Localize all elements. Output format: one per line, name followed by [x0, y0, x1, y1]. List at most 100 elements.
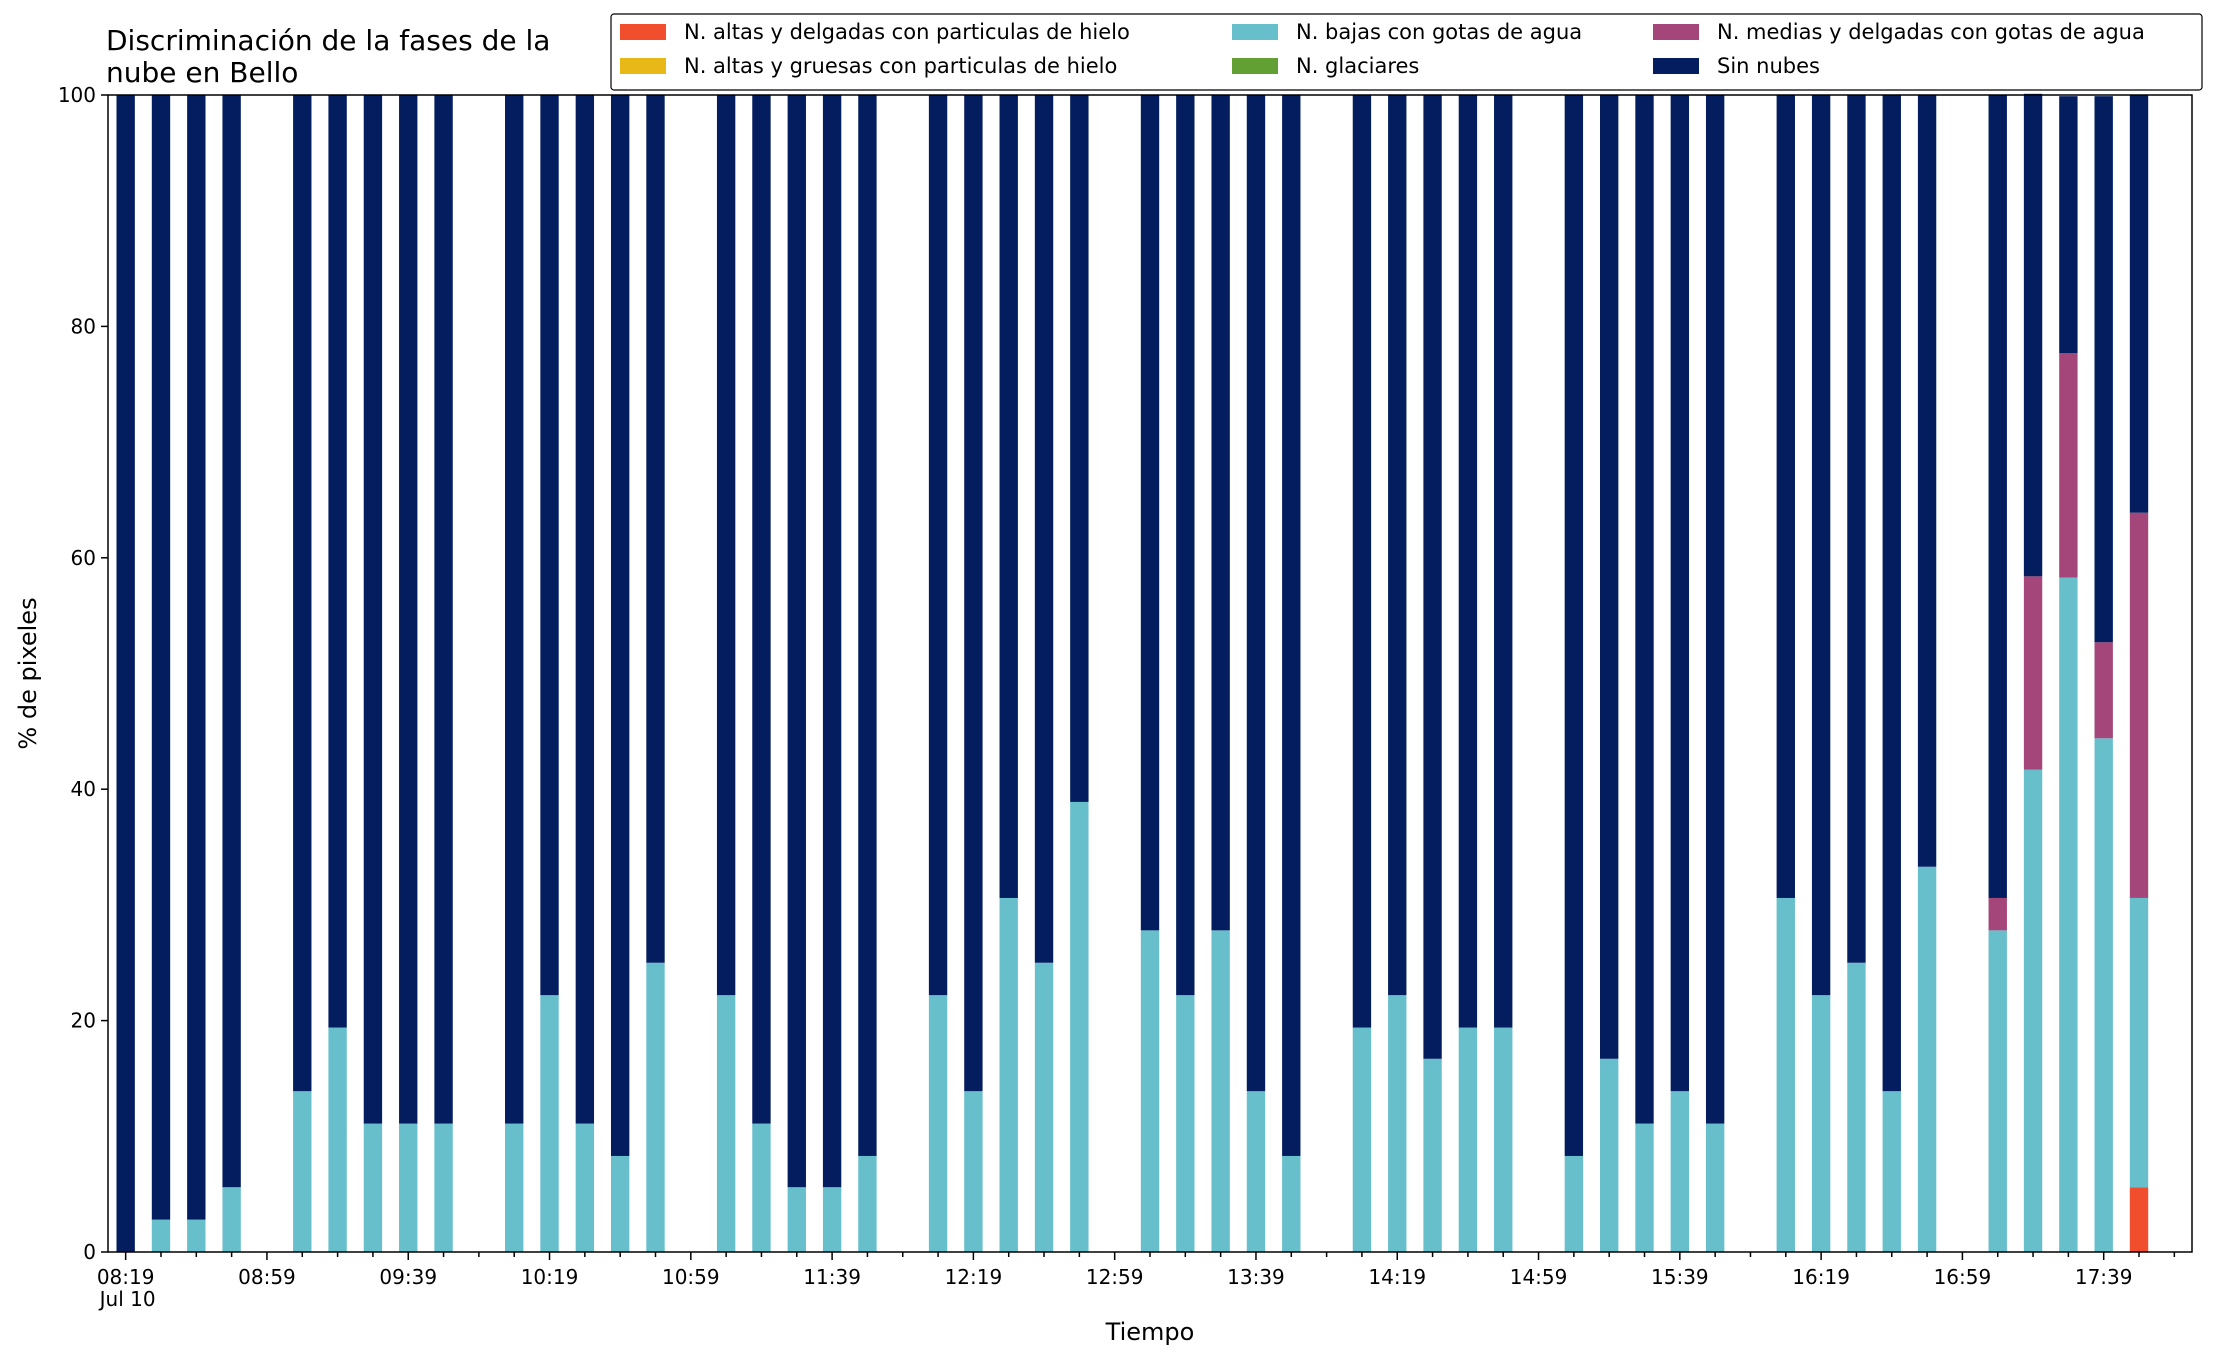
bar-segment-5	[1282, 95, 1301, 1156]
bar-segment-4	[2023, 576, 2043, 770]
bar-segment-5	[1423, 95, 1442, 1059]
bar-segment-2	[1847, 962, 1866, 1252]
bar-segment-5	[540, 95, 559, 996]
x-tick-label: 10:19	[521, 1265, 579, 1289]
bar-segment-5	[1600, 95, 1619, 1059]
legend-swatch	[1653, 24, 1699, 40]
bar-segment-5	[187, 95, 206, 1220]
legend-swatch	[1232, 58, 1278, 74]
bar-segment-2	[1670, 1091, 1690, 1252]
bar-segment-2	[822, 1187, 842, 1252]
bar-segment-2	[1388, 995, 1407, 1252]
bar-segment-5	[1246, 95, 1266, 1092]
bar-segment-2	[1352, 1027, 1372, 1252]
bar-segment-2	[222, 1187, 241, 1252]
legend-label: N. medias y delgadas con gotas de agua	[1717, 20, 2145, 44]
bar-segment-2	[328, 1027, 347, 1252]
bar-segment-2	[363, 1123, 383, 1252]
y-axis-label: % de pixeles	[14, 597, 42, 749]
bar-segment-5	[1070, 95, 1089, 802]
bar-segment-5	[505, 95, 524, 1124]
bar-segment-5	[1988, 95, 2007, 898]
bar-segment-2	[1458, 1027, 1478, 1252]
bar-segment-5	[646, 95, 665, 963]
bar-segment-5	[363, 95, 383, 1124]
x-tick-label: 16:19	[1792, 1265, 1850, 1289]
bar-segment-5	[1776, 95, 1795, 898]
bar-segment-5	[2094, 96, 2113, 643]
bar-segment-2	[1140, 930, 1160, 1252]
bar-segment-5	[858, 95, 877, 1156]
legend-label: N. bajas con gotas de agua	[1296, 20, 1582, 44]
y-tick-label: 100	[58, 83, 96, 107]
bar-segment-5	[1352, 95, 1372, 1028]
bar-segment-5	[1211, 95, 1230, 931]
bar-segment-2	[399, 1123, 418, 1252]
legend-swatch	[620, 58, 666, 74]
bar-segment-2	[2059, 577, 2078, 1252]
x-tick-label: 13:39	[1227, 1265, 1285, 1289]
bar-segment-0	[2129, 1187, 2149, 1252]
bar-segment-2	[1811, 995, 1831, 1252]
bar-segment-2	[1070, 801, 1089, 1252]
bar-segment-2	[964, 1091, 983, 1252]
bar-segment-5	[434, 95, 453, 1124]
legend-swatch	[1232, 24, 1278, 40]
bar-segment-5	[1811, 95, 1831, 996]
bar-segment-5	[999, 95, 1018, 898]
y-tick-label: 20	[71, 1009, 96, 1033]
bar-segment-5	[1494, 95, 1513, 1028]
bar-segment-2	[1423, 1058, 1442, 1252]
bar-segment-2	[928, 995, 948, 1252]
bar-segment-2	[1246, 1091, 1266, 1252]
legend-swatch	[1653, 58, 1699, 74]
bar-segment-2	[610, 1155, 630, 1252]
bar-segment-5	[1917, 95, 1937, 867]
bar-segment-2	[1776, 897, 1795, 1252]
bar-segment-2	[1988, 930, 2007, 1252]
bar-segment-2	[752, 1123, 771, 1252]
bar-segment-5	[328, 95, 347, 1028]
bar-segment-2	[1882, 1091, 1901, 1252]
bar-segment-4	[2059, 353, 2078, 578]
bar-segment-2	[505, 1123, 524, 1252]
bar-segment-2	[540, 995, 559, 1252]
bar-segment-4	[2094, 642, 2113, 739]
chart-title-line: nube en Bello	[106, 56, 298, 89]
bar-segment-5	[151, 95, 171, 1220]
bar-segment-2	[151, 1219, 171, 1252]
bar-segment-5	[1176, 95, 1195, 996]
bar-segment-2	[2023, 769, 2043, 1252]
bar-segment-2	[2129, 897, 2149, 1188]
bar-segment-2	[1564, 1155, 1584, 1252]
bar-segment-5	[399, 95, 418, 1124]
legend-label: N. altas y delgadas con particulas de hi…	[684, 20, 1130, 44]
x-tick-label: Jul 10	[98, 1287, 156, 1311]
bar-segment-2	[293, 1091, 312, 1252]
bar-segment-2	[1494, 1027, 1513, 1252]
x-tick-label: 08:19	[97, 1265, 155, 1289]
bar-segment-2	[716, 995, 736, 1252]
bar-segment-5	[1882, 95, 1901, 1092]
bar-segment-5	[293, 95, 312, 1092]
bar-segment-2	[1211, 930, 1230, 1252]
x-tick-label: 14:59	[1510, 1265, 1568, 1289]
y-tick-label: 60	[71, 546, 96, 570]
bar-segment-2	[1176, 995, 1195, 1252]
bar-segment-5	[964, 95, 983, 1092]
x-tick-label: 10:59	[662, 1265, 720, 1289]
legend-box	[610, 13, 2203, 91]
x-tick-label: 09:39	[379, 1265, 437, 1289]
bar-segment-4	[1988, 897, 2007, 931]
chart-title-line: Discriminación de la fases de la	[106, 24, 550, 57]
bar-segment-2	[1034, 962, 1054, 1252]
bar-segment-5	[787, 95, 806, 1188]
bar-segment-5	[716, 95, 736, 996]
bar-segment-5	[1635, 95, 1654, 1124]
bar-segment-2	[575, 1123, 595, 1252]
bar-segment-2	[1917, 866, 1937, 1252]
